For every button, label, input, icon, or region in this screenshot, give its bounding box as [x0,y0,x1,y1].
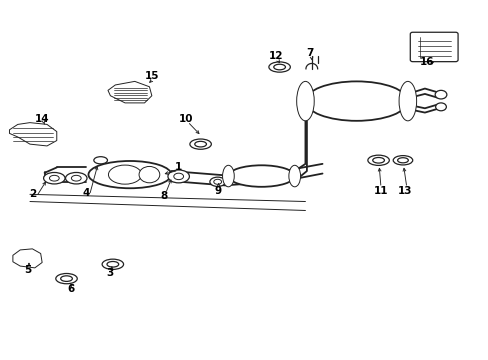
Text: 12: 12 [268,51,283,61]
Ellipse shape [71,175,81,181]
Text: 8: 8 [160,191,167,201]
Text: 6: 6 [68,284,75,294]
Polygon shape [9,123,57,146]
Ellipse shape [65,172,87,184]
Text: 3: 3 [106,268,114,278]
Ellipse shape [56,274,77,284]
Ellipse shape [372,157,384,163]
Ellipse shape [273,64,285,70]
Ellipse shape [173,173,183,180]
Ellipse shape [296,81,314,121]
Ellipse shape [398,81,416,121]
Text: 4: 4 [82,188,89,198]
Ellipse shape [435,103,446,111]
Ellipse shape [102,259,123,269]
Polygon shape [13,249,42,268]
Ellipse shape [167,170,189,183]
Ellipse shape [49,175,59,181]
Ellipse shape [61,276,72,282]
Ellipse shape [213,179,221,184]
Ellipse shape [194,141,206,147]
Ellipse shape [305,81,407,121]
Ellipse shape [209,177,225,186]
Polygon shape [108,81,152,103]
Text: 5: 5 [24,265,31,275]
Text: 13: 13 [397,186,412,196]
Ellipse shape [397,158,407,163]
Ellipse shape [43,172,65,184]
Ellipse shape [367,155,388,165]
Ellipse shape [222,165,234,187]
Ellipse shape [228,165,294,187]
Ellipse shape [288,165,300,187]
Text: 9: 9 [214,186,221,196]
Text: 10: 10 [179,114,193,124]
Text: 2: 2 [29,189,36,199]
Ellipse shape [94,157,107,164]
Ellipse shape [107,261,119,267]
Ellipse shape [108,165,142,184]
Ellipse shape [434,90,446,99]
Text: 7: 7 [306,48,313,58]
Ellipse shape [88,161,171,188]
Ellipse shape [392,156,412,165]
Text: 11: 11 [373,186,387,196]
FancyBboxPatch shape [409,32,457,62]
Text: 1: 1 [175,162,182,172]
Ellipse shape [139,166,160,183]
Ellipse shape [189,139,211,149]
Ellipse shape [268,62,290,72]
Text: 16: 16 [419,57,434,67]
Text: 15: 15 [144,71,159,81]
Text: 14: 14 [35,114,49,124]
